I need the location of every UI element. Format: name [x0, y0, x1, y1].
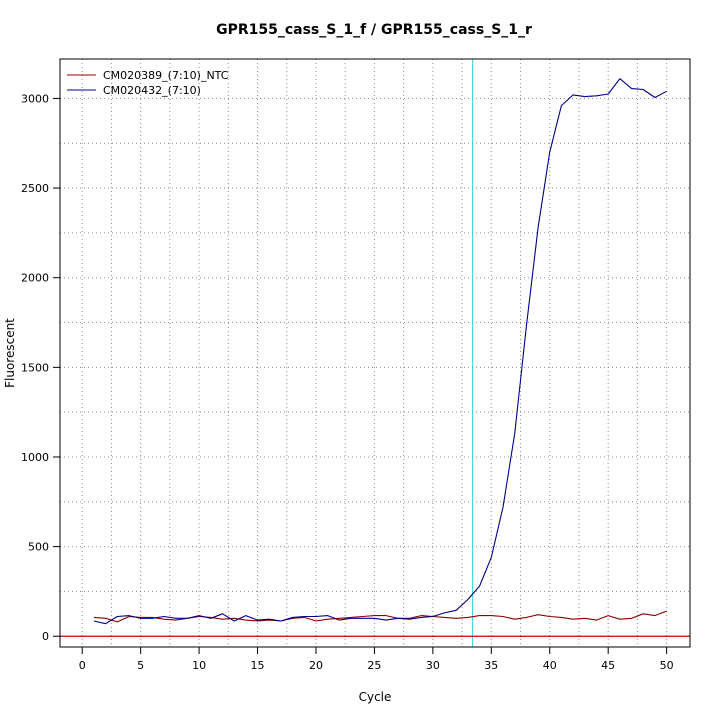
legend-label: CM020389_(7:10)_NTC [103, 69, 229, 82]
grid-lines [60, 59, 690, 647]
y-tick-label: 1500 [21, 361, 49, 374]
plot-frame [59, 58, 691, 648]
x-tick-label: 30 [426, 659, 440, 672]
x-tick-label: 50 [660, 659, 674, 672]
x-tick-label: 40 [543, 659, 557, 672]
x-axis: 0 5 10 15 20 25 30 35 40 45 50 [79, 647, 674, 672]
y-tick-label: 1000 [21, 451, 49, 464]
y-tick-label: 500 [28, 541, 49, 554]
x-tick-label: 35 [484, 659, 498, 672]
x-tick-label: 45 [601, 659, 615, 672]
y-tick-label: 2500 [21, 182, 49, 195]
y-tick-label: 0 [42, 630, 49, 643]
series-line [93, 78, 667, 625]
legend-label: CM020432_(7:10) [103, 84, 201, 97]
y-tick-label: 2000 [21, 272, 49, 285]
x-tick-label: 5 [137, 659, 144, 672]
y-tick-label: 3000 [21, 92, 49, 105]
y-axis: 0 500 1000 1500 2000 2500 3000 [21, 92, 60, 643]
reference-lines [60, 59, 690, 647]
x-tick-label: 0 [79, 659, 86, 672]
chart-title: GPR155_cass_S_1_f / GPR155_cass_S_1_r [216, 22, 532, 38]
x-tick-label: 10 [192, 659, 206, 672]
legend: CM020389_(7:10)_NTC CM020432_(7:10) [67, 69, 229, 97]
x-tick-label: 20 [309, 659, 323, 672]
series-line [93, 610, 667, 623]
y-axis-label: Fluorescent [3, 318, 17, 388]
x-tick-label: 15 [251, 659, 265, 672]
x-tick-label: 25 [367, 659, 381, 672]
series-lines [93, 78, 667, 625]
x-axis-label: Cycle [359, 690, 392, 704]
